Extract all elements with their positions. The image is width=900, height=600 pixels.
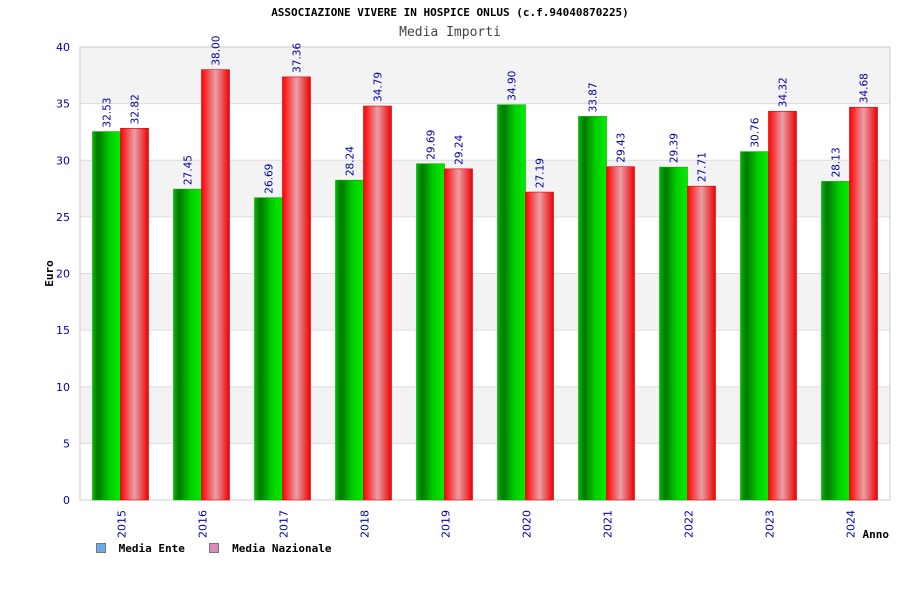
y-axis-label: Euro	[43, 260, 56, 287]
y-tick-label: 30	[56, 154, 70, 167]
bar-media-ente	[254, 197, 283, 501]
bar-media-ente	[659, 166, 688, 501]
y-tick-label: 25	[56, 211, 70, 224]
bar-media-nazionale	[768, 111, 797, 501]
x-tick-label: 2024	[845, 510, 858, 538]
bar-media-nazionale	[282, 76, 311, 501]
x-tick-label: 2016	[197, 510, 210, 538]
y-tick-label: 15	[56, 324, 70, 337]
data-label: 33.87	[588, 82, 600, 112]
legend: Media Ente Media Nazionale	[96, 542, 349, 555]
data-label: 29.39	[669, 133, 681, 163]
x-tick-label: 2017	[278, 510, 291, 538]
legend-item-ente: Media Ente	[96, 542, 185, 555]
bar-media-ente	[92, 131, 121, 501]
bar-media-ente	[416, 163, 445, 501]
bar-media-nazionale	[525, 191, 554, 501]
legend-swatch-ente	[96, 543, 106, 553]
x-tick-label: 2020	[521, 510, 534, 538]
y-tick-label: 20	[56, 268, 70, 281]
x-tick-label: 2022	[683, 510, 696, 538]
bar-media-nazionale	[201, 69, 230, 501]
y-tick-label: 5	[63, 437, 70, 450]
plot-frame	[79, 46, 891, 501]
data-label: 29.24	[454, 134, 466, 164]
data-label: 29.43	[616, 133, 628, 163]
bar-media-nazionale	[606, 166, 635, 501]
bar-media-nazionale	[687, 185, 716, 501]
bar-media-ente	[335, 179, 364, 501]
data-label: 28.24	[345, 146, 357, 176]
chart-title: ASSOCIAZIONE VIVERE IN HOSPICE ONLUS (c.…	[271, 6, 629, 19]
data-label: 32.82	[130, 94, 142, 124]
bar-media-ente	[497, 104, 526, 501]
chart-subtitle: Media Importi	[399, 25, 501, 40]
data-label: 30.76	[750, 117, 762, 147]
data-label: 27.45	[183, 155, 195, 185]
x-tick-label: 2015	[116, 510, 129, 538]
bar-media-nazionale	[849, 106, 878, 501]
bar-media-ente	[740, 151, 769, 501]
data-label: 29.69	[426, 130, 438, 160]
data-labels: 32.53 32.82 27.45 38.00 26.69 37.36 28.24 34.79…	[102, 36, 871, 194]
data-label: 34.32	[778, 77, 790, 107]
data-label: 37.36	[292, 43, 304, 73]
bar-media-nazionale	[444, 168, 473, 501]
legend-item-nazionale: Media Nazionale	[209, 542, 331, 555]
y-tick-label: 10	[56, 381, 70, 394]
x-tick-label: 2019	[440, 510, 453, 538]
data-label: 38.00	[211, 36, 223, 66]
data-label: 26.69	[264, 164, 276, 194]
x-tick-label: 2023	[764, 510, 777, 538]
bar-media-nazionale	[120, 128, 149, 501]
legend-swatch-nazionale	[209, 543, 220, 553]
bar-media-ente	[821, 181, 850, 501]
legend-label-nazionale: Media Nazionale	[232, 542, 332, 555]
data-label: 27.71	[697, 152, 709, 182]
y-tick-label: 40	[56, 41, 70, 54]
legend-label-ente: Media Ente	[118, 542, 185, 555]
y-tick-label: 35	[56, 98, 70, 111]
data-label: 32.53	[102, 98, 114, 128]
data-label: 27.19	[535, 158, 547, 188]
bar-media-ente	[578, 116, 607, 501]
x-tick-label: 2021	[602, 510, 615, 538]
data-label: 34.79	[373, 72, 385, 102]
data-label: 34.90	[507, 71, 519, 101]
y-tick-label: 0	[63, 494, 70, 507]
x-tick-label: 2018	[359, 510, 372, 538]
data-label: 34.68	[859, 73, 871, 103]
x-axis-label: Anno	[863, 528, 890, 541]
data-label: 28.13	[831, 147, 843, 177]
bars	[92, 69, 878, 501]
axes: 0 5 10 15 20 25 30 35 40 Euro 2015 2016 2017 2018 2019…	[43, 41, 889, 541]
bar-media-nazionale	[363, 105, 392, 501]
bar-media-ente	[173, 188, 202, 501]
